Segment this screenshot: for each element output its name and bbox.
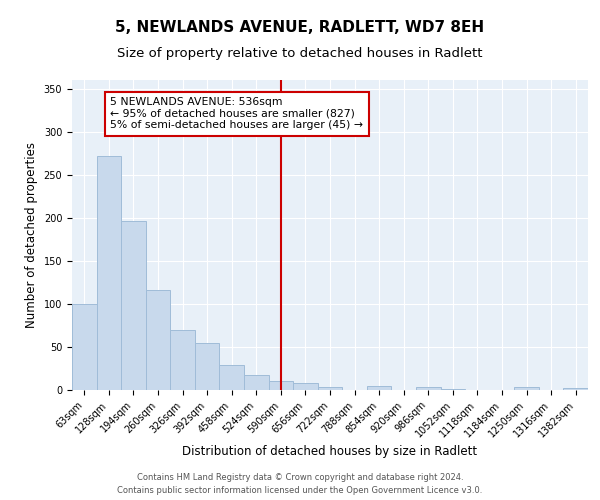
Bar xyxy=(318,388,342,390)
Bar xyxy=(514,388,539,390)
Text: 5 NEWLANDS AVENUE: 536sqm
← 95% of detached houses are smaller (827)
5% of semi-: 5 NEWLANDS AVENUE: 536sqm ← 95% of detac… xyxy=(110,97,363,130)
Text: Contains HM Land Registry data © Crown copyright and database right 2024.
Contai: Contains HM Land Registry data © Crown c… xyxy=(118,474,482,495)
Bar xyxy=(97,156,121,390)
X-axis label: Distribution of detached houses by size in Radlett: Distribution of detached houses by size … xyxy=(182,444,478,458)
Y-axis label: Number of detached properties: Number of detached properties xyxy=(25,142,38,328)
Bar xyxy=(440,389,465,390)
Text: 5, NEWLANDS AVENUE, RADLETT, WD7 8EH: 5, NEWLANDS AVENUE, RADLETT, WD7 8EH xyxy=(115,20,485,35)
Bar xyxy=(293,383,318,390)
Bar xyxy=(121,221,146,390)
Bar xyxy=(220,365,244,390)
Bar xyxy=(244,376,269,390)
Bar xyxy=(195,342,220,390)
Text: Size of property relative to detached houses in Radlett: Size of property relative to detached ho… xyxy=(117,48,483,60)
Bar xyxy=(563,388,588,390)
Bar xyxy=(146,290,170,390)
Bar xyxy=(416,388,440,390)
Bar xyxy=(367,386,391,390)
Bar xyxy=(72,304,97,390)
Bar xyxy=(269,380,293,390)
Bar xyxy=(170,330,195,390)
